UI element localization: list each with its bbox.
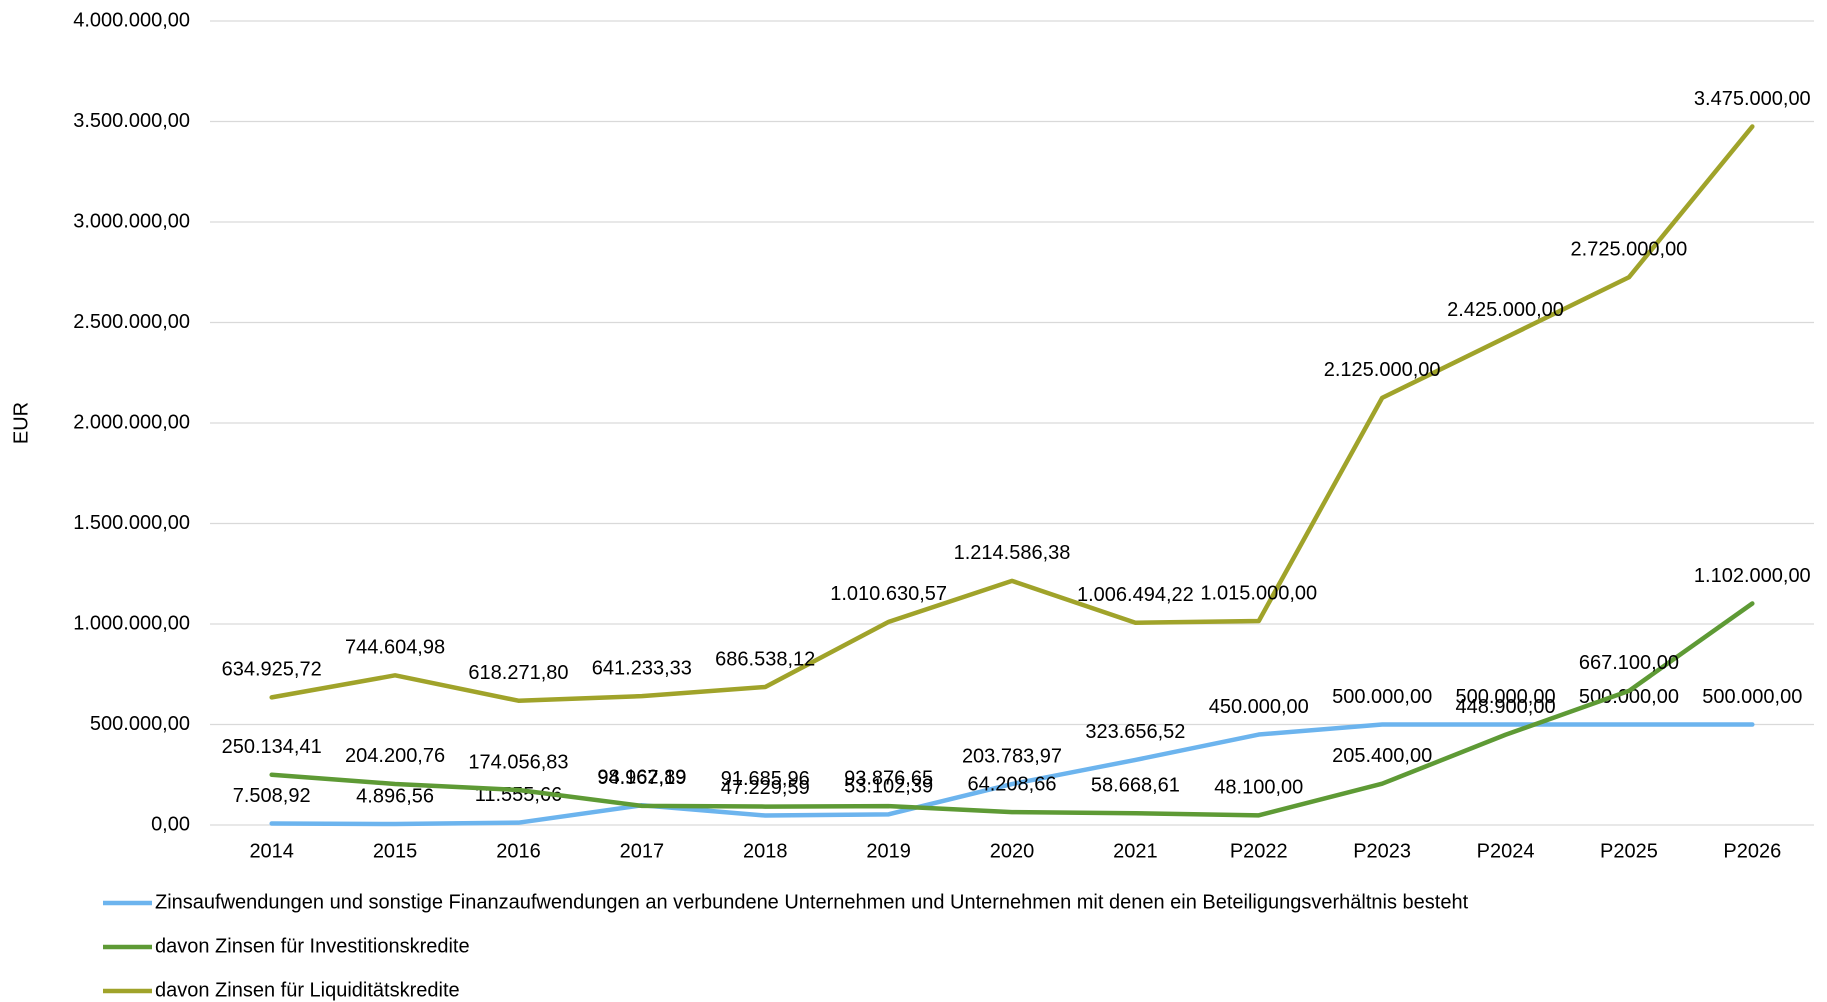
data-label: 174.056,83 (468, 751, 568, 773)
y-tick-label: 0,00 (151, 813, 190, 835)
x-tick-label: 2014 (249, 840, 294, 862)
x-tick-label: 2020 (990, 840, 1035, 862)
x-tick-label: 2015 (373, 840, 418, 862)
data-label: 47.229,59 (721, 777, 810, 799)
y-axis-label: EUR (10, 402, 32, 444)
series-line (269, 601, 1755, 818)
data-label: 204.200,76 (345, 745, 445, 767)
data-label: 203.783,97 (962, 745, 1062, 767)
data-label: 686.538,12 (715, 648, 815, 670)
data-label: 1.214.586,38 (954, 542, 1071, 564)
data-label: 667.100,00 (1579, 652, 1679, 674)
x-tick-label: 2016 (496, 840, 541, 862)
data-label: 2.725.000,00 (1571, 239, 1688, 261)
data-label: 91.685,96 (721, 768, 810, 790)
series-line (269, 722, 1755, 827)
data-label: 500.000,00 (1332, 686, 1432, 708)
data-label: 634.925,72 (222, 659, 322, 681)
y-tick-label: 4.000.000,00 (73, 9, 190, 31)
y-tick-label: 500.000,00 (90, 713, 190, 735)
data-label: 500.000,00 (1579, 686, 1679, 708)
x-tick-label: P2026 (1723, 840, 1781, 862)
x-tick-label: 2021 (1113, 840, 1158, 862)
data-label: 744.604,98 (345, 637, 445, 659)
x-tick-label: 2017 (620, 840, 665, 862)
y-tick-label: 3.500.000,00 (73, 110, 190, 132)
data-label: 450.000,00 (1209, 696, 1309, 718)
series-line (269, 124, 1755, 703)
x-tick-label: P2024 (1477, 840, 1535, 862)
x-tick-label: P2025 (1600, 840, 1658, 862)
data-label: 53.102,39 (844, 776, 933, 798)
y-tick-label: 1.500.000,00 (73, 512, 190, 534)
legend-label: davon Zinsen für Investitionskredite (155, 935, 470, 957)
y-tick-label: 2.000.000,00 (73, 411, 190, 433)
x-tick-label: 2019 (866, 840, 911, 862)
data-label: 448.900,00 (1455, 696, 1555, 718)
data-label: 7.508,92 (233, 785, 311, 807)
data-label: 1.006.494,22 (1077, 584, 1194, 606)
y-tick-label: 3.000.000,00 (73, 210, 190, 232)
x-tick-label: P2022 (1230, 840, 1288, 862)
data-label: 4.896,56 (356, 785, 434, 807)
data-label: 64.208,66 (968, 773, 1057, 795)
x-tick-label: P2023 (1353, 840, 1411, 862)
data-label: 323.656,52 (1085, 721, 1185, 743)
data-label: 250.134,41 (222, 736, 322, 758)
data-label: 1.102.000,00 (1694, 565, 1811, 587)
data-label: 3.475.000,00 (1694, 88, 1811, 110)
data-label: 94.967,19 (597, 767, 686, 789)
data-label: 48.100,00 (1214, 777, 1303, 799)
legend-label: Zinsaufwendungen und sonstige Finanzaufw… (155, 891, 1469, 913)
data-label: 2.125.000,00 (1324, 359, 1441, 381)
data-label: 500.000,00 (1702, 686, 1802, 708)
data-label: 500.000,00 (1455, 686, 1555, 708)
y-tick-label: 2.500.000,00 (73, 311, 190, 333)
data-label: 1.015.000,00 (1200, 582, 1317, 604)
x-tick-label: 2018 (743, 840, 788, 862)
data-label: 98.162,89 (597, 767, 686, 789)
data-label: 2.425.000,00 (1447, 299, 1564, 321)
data-label: 205.400,00 (1332, 745, 1432, 767)
y-tick-label: 1.000.000,00 (73, 612, 190, 634)
data-label: 618.271,80 (468, 662, 568, 684)
data-label: 1.010.630,57 (830, 583, 947, 605)
legend-label: davon Zinsen für Liquiditätskredite (155, 979, 460, 1001)
data-label: 58.668,61 (1091, 774, 1180, 796)
data-label: 93.876,65 (844, 767, 933, 789)
data-label: 641.233,33 (592, 657, 692, 679)
